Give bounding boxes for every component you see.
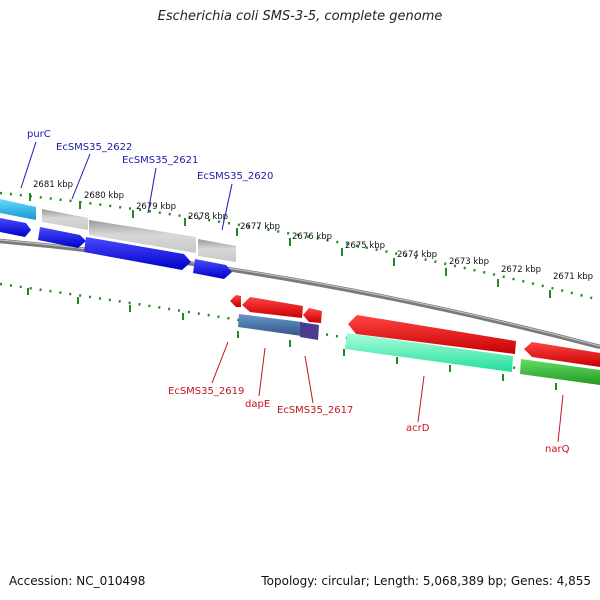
genome-backbone [0,238,600,350]
cds-arrow-forward [193,259,232,279]
cds-arrow-forward [84,237,191,270]
feature-gray [42,209,88,230]
cds-arrow-reverse [348,315,516,354]
kbp-tick-label: 2677 kbp [240,222,280,232]
kbp-tick-label: 2671 kbp [553,272,593,282]
gene-label: acrD [406,423,430,434]
map-title: Escherichia coli SMS-3-5, complete genom… [157,9,443,24]
gene-label: EcSMS35_2617 [277,405,353,416]
lower-tick-marks [27,288,557,390]
feature-gray [198,239,236,262]
feature-darkgreen [520,359,600,385]
feature-green [345,333,513,372]
cds-arrow-forward [38,227,86,248]
kbp-tick-label: 2675 kbp [345,241,385,251]
gene-label: dapE [245,399,270,410]
gene-label: EcSMS35_2622 [56,142,132,153]
kbp-tick-label: 2678 kbp [188,212,228,222]
cds-arrow-reverse [242,297,303,318]
gene-label: purC [27,129,51,140]
cds-arrow-reverse [230,295,241,307]
gene-label: EcSMS35_2621 [122,155,198,166]
feature-purple [300,322,319,340]
gene-label: EcSMS35_2620 [197,171,273,182]
genome-stats-text: Topology: circular; Length: 5,068,389 bp… [261,574,591,588]
gene-label: EcSMS35_2619 [168,386,244,397]
cds-arrow-forward [0,218,31,237]
feature-cyan [0,199,36,220]
kbp-tick-label: 2672 kbp [501,265,541,275]
kbp-tick-label: 2674 kbp [397,250,437,260]
kbp-tick-label: 2681 kbp [33,180,73,190]
gene-label: narQ [545,444,570,455]
kbp-tick-label: 2673 kbp [449,257,489,267]
cds-arrow-reverse [303,308,322,323]
kbp-tick-label: 2679 kbp [136,202,176,212]
cds-arrow-reverse [524,342,600,367]
kbp-tick-marks [29,193,551,298]
accession-text: Accession: NC_010498 [9,574,146,588]
feature-steelblue [238,314,302,336]
kbp-tick-label: 2680 kbp [84,191,124,201]
kbp-tick-label: 2676 kbp [292,232,332,242]
feature-gray [89,220,196,253]
